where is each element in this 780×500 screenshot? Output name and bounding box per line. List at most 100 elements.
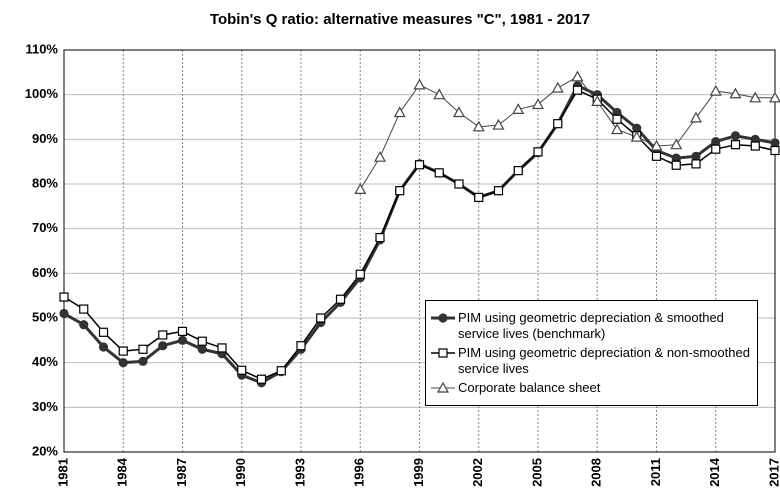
marker <box>492 118 505 130</box>
marker <box>452 106 466 118</box>
marker <box>438 313 448 323</box>
marker <box>691 159 701 169</box>
x-tick-label: 1999 <box>411 458 426 487</box>
x-tick-label: 2005 <box>529 458 544 487</box>
marker <box>770 138 780 148</box>
marker <box>512 103 525 115</box>
y-tick-label: 90% <box>32 131 58 146</box>
y-tick-label: 30% <box>32 399 58 414</box>
x-tick-label: 1981 <box>55 458 70 487</box>
marker <box>434 168 444 178</box>
marker <box>513 166 523 176</box>
marker <box>571 70 584 82</box>
x-tick-label: 2014 <box>707 457 722 487</box>
y-tick-label: 80% <box>32 175 58 190</box>
marker <box>730 140 741 150</box>
marker <box>118 358 128 368</box>
marker <box>373 150 387 162</box>
marker <box>551 81 564 93</box>
x-tick-label: 1993 <box>292 458 307 487</box>
marker <box>438 348 448 358</box>
marker <box>630 130 643 142</box>
marker <box>472 120 485 132</box>
marker <box>138 344 148 354</box>
marker <box>709 84 722 96</box>
marker <box>217 343 227 353</box>
x-tick-label: 1987 <box>174 458 189 487</box>
marker <box>493 186 504 196</box>
x-tick-label: 2002 <box>470 458 485 487</box>
y-tick-label: 20% <box>32 443 58 458</box>
marker <box>59 292 69 302</box>
marker <box>454 179 464 189</box>
marker <box>296 341 306 351</box>
marker <box>533 147 543 157</box>
marker <box>689 111 703 123</box>
marker <box>158 330 168 340</box>
marker <box>316 313 326 323</box>
marker <box>177 335 188 345</box>
x-tick-label: 1984 <box>115 457 130 487</box>
marker <box>670 138 683 150</box>
marker <box>158 341 168 351</box>
marker <box>375 233 385 243</box>
marker <box>138 356 148 366</box>
x-tick-label: 2017 <box>766 458 780 487</box>
marker <box>237 365 247 375</box>
marker <box>79 304 89 314</box>
y-tick-label: 100% <box>25 86 59 101</box>
marker <box>98 327 109 337</box>
x-tick-label: 2011 <box>648 458 663 486</box>
marker <box>729 87 742 99</box>
marker <box>711 144 721 154</box>
marker <box>256 374 267 384</box>
y-tick-label: 70% <box>32 220 58 235</box>
marker <box>750 141 760 151</box>
marker <box>393 106 406 118</box>
marker <box>197 344 207 354</box>
marker <box>610 123 624 135</box>
marker <box>691 151 701 161</box>
legend-item: Corporate balance sheet <box>430 380 753 396</box>
marker <box>572 85 583 95</box>
x-tick-label: 1996 <box>352 458 367 487</box>
legend-item: PIM using geometric depreciation & smoot… <box>430 310 753 342</box>
chart-title: Tobin's Q ratio: alternative measures "C… <box>210 11 590 28</box>
marker <box>335 294 346 304</box>
legend-swatch <box>431 381 455 393</box>
marker <box>650 139 663 151</box>
legend-swatch <box>431 348 455 358</box>
marker <box>436 381 450 393</box>
marker <box>355 269 365 279</box>
marker <box>98 342 109 352</box>
marker <box>118 346 128 356</box>
legend-label: PIM using geometric depreciation & non-s… <box>458 345 750 376</box>
marker <box>730 131 741 141</box>
legend-swatch <box>431 313 455 323</box>
legend-label: PIM using geometric depreciation & smoot… <box>458 310 724 341</box>
marker <box>354 183 367 194</box>
legend: PIM using geometric depreciation & smoot… <box>425 300 758 406</box>
marker <box>414 160 425 170</box>
marker <box>413 78 426 90</box>
marker <box>749 91 762 103</box>
y-tick-label: 110% <box>25 41 58 56</box>
marker <box>553 119 563 129</box>
marker <box>395 186 405 196</box>
x-tick-label: 2008 <box>589 458 604 487</box>
marker <box>770 145 780 156</box>
marker <box>177 326 188 336</box>
marker <box>433 88 446 100</box>
y-tick-label: 60% <box>32 265 58 280</box>
legend-label: Corporate balance sheet <box>458 380 601 395</box>
plot-border <box>63 49 776 453</box>
y-tick-label: 50% <box>32 309 58 324</box>
marker <box>474 192 484 202</box>
marker <box>59 308 69 319</box>
marker <box>671 160 681 170</box>
line <box>359 76 775 190</box>
marker <box>531 98 545 110</box>
x-tick-label: 1990 <box>233 458 248 487</box>
